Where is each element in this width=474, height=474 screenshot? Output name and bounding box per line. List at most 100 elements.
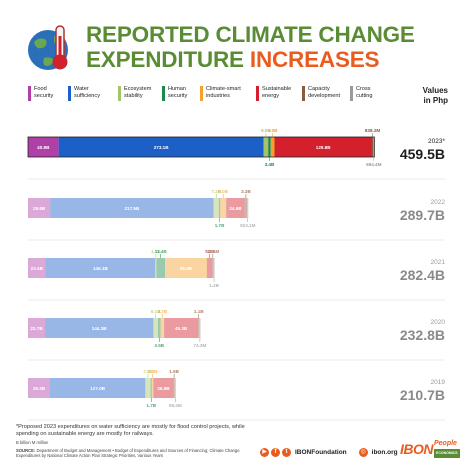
data-label: 3.3B <box>241 189 251 194</box>
year-label: 2021 <box>431 259 446 266</box>
bar-segment <box>49 378 146 398</box>
bar-segment <box>198 318 200 338</box>
bar-segment <box>220 198 227 218</box>
facebook-icon[interactable]: f <box>271 448 280 457</box>
legend-item: Capacity development <box>302 86 340 101</box>
data-label: 2.0B <box>148 369 158 374</box>
data-label: 7.2B <box>211 189 221 194</box>
total-value: 232.8B <box>400 327 445 343</box>
legend-swatch <box>162 86 165 101</box>
bar-segment <box>371 137 374 157</box>
legend-label: Water sufficiency <box>74 86 101 99</box>
bar-segment <box>226 198 245 218</box>
globe-thermometer-logo <box>28 25 68 70</box>
footnote: *Proposed 2023 expenditures on water suf… <box>16 424 245 437</box>
social-links: ▶ f t IBONFoundation ◎ ibon.org <box>260 448 398 457</box>
bar-segment <box>165 258 207 278</box>
total-value: 210.7B <box>400 387 445 403</box>
data-label: 1.1B <box>151 249 161 254</box>
bar-segment <box>218 198 221 218</box>
data-label: 129.8B <box>316 145 331 150</box>
data-label: 29.3B <box>33 386 46 391</box>
bar-segment <box>145 378 151 398</box>
bar-segment <box>153 378 174 398</box>
title-line-1: REPORTED CLIMATE CHANGE <box>86 22 415 47</box>
bar-segment <box>160 318 165 338</box>
source-note: SOURCE: Department of Budget and Managem… <box>16 448 246 458</box>
data-label: 29.6B <box>33 206 46 211</box>
bar-segment <box>199 318 201 338</box>
year-label: 2020 <box>431 319 446 326</box>
data-label: 4.7B <box>157 309 167 314</box>
data-label: 22.7B <box>30 326 43 331</box>
data-label: 1.7B <box>146 403 156 408</box>
data-label: 24.6B <box>229 206 242 211</box>
legend-item: Water sufficiency <box>68 86 100 101</box>
legend-label: Food security <box>34 86 54 99</box>
legend-item: Ecosystem stability <box>118 86 151 101</box>
bar-segment <box>213 258 215 278</box>
legend-label: Sustainable energy <box>262 86 292 99</box>
data-label: 146.1B <box>93 266 108 271</box>
data-label: 11.4B <box>155 249 168 254</box>
bar-segment <box>28 318 46 338</box>
legend-swatch <box>302 86 305 101</box>
title-line-2b: INCREASES <box>249 47 380 72</box>
people-economics-sub: ECONOMICS <box>434 449 460 458</box>
bar-segment <box>45 258 156 278</box>
data-label: 3.5B <box>154 343 164 348</box>
legend-swatch <box>200 86 203 101</box>
year-label: 2019 <box>431 379 446 386</box>
data-label: 1.1B <box>194 309 204 314</box>
bar-segment <box>268 137 271 157</box>
values-header: Values in Php <box>422 86 448 105</box>
bar-segment <box>28 198 51 218</box>
data-label: 6.0B <box>261 128 271 133</box>
bar-segment <box>173 378 175 398</box>
bar-segment <box>270 137 275 157</box>
data-label: 45.3B <box>175 326 188 331</box>
legend: Food security Water sufficiency Ecosystem … <box>28 86 388 112</box>
legend-label: Capacity development <box>308 86 341 99</box>
source-label: SOURCE: <box>16 448 36 453</box>
bar-segment <box>247 198 249 218</box>
data-label: 26.8B <box>157 386 170 391</box>
bar-segment <box>174 378 176 398</box>
bar-segment <box>244 198 248 218</box>
social-handle[interactable]: IBONFoundation <box>295 449 347 456</box>
units-note: B billion M million <box>16 440 49 445</box>
title-line-2a: EXPENDITURE <box>86 47 250 72</box>
globe-link-icon[interactable]: ◎ <box>358 448 368 457</box>
bar-segment <box>155 258 157 278</box>
data-label: 55.8B <box>180 266 193 271</box>
data-label: 1.7B <box>215 223 225 228</box>
bar-segment <box>164 318 199 338</box>
twitter-icon[interactable]: t <box>282 448 291 457</box>
bar-segment <box>274 137 372 157</box>
legend-swatch <box>68 86 71 101</box>
data-label: 5.0B <box>268 128 278 133</box>
bar-segment <box>156 258 166 278</box>
bar-segment <box>58 137 264 157</box>
data-label: 923.1M <box>240 223 255 228</box>
data-label: 7.1B <box>205 249 215 254</box>
data-label: 217.5B <box>124 206 139 211</box>
bar-segment <box>150 378 152 398</box>
bar-segment <box>28 137 59 157</box>
bar-segment <box>157 318 161 338</box>
total-value: 459.5B <box>400 146 445 162</box>
year-label: 2023* <box>428 138 445 145</box>
website-link[interactable]: ibon.org <box>371 449 398 456</box>
source-text: Department of Budget and Management • Bu… <box>16 448 240 458</box>
youtube-icon[interactable]: ▶ <box>260 448 269 457</box>
data-label: 684.4M <box>366 162 381 167</box>
bar-segment <box>206 258 213 278</box>
legend-swatch <box>28 86 31 101</box>
data-label: 58.4M <box>169 403 182 408</box>
data-label: 23.4B <box>31 266 44 271</box>
data-label: 74.3M <box>194 343 207 348</box>
data-label: 8.0B <box>218 189 228 194</box>
total-value: 289.7B <box>400 207 445 223</box>
data-label: 144.3B <box>92 326 107 331</box>
